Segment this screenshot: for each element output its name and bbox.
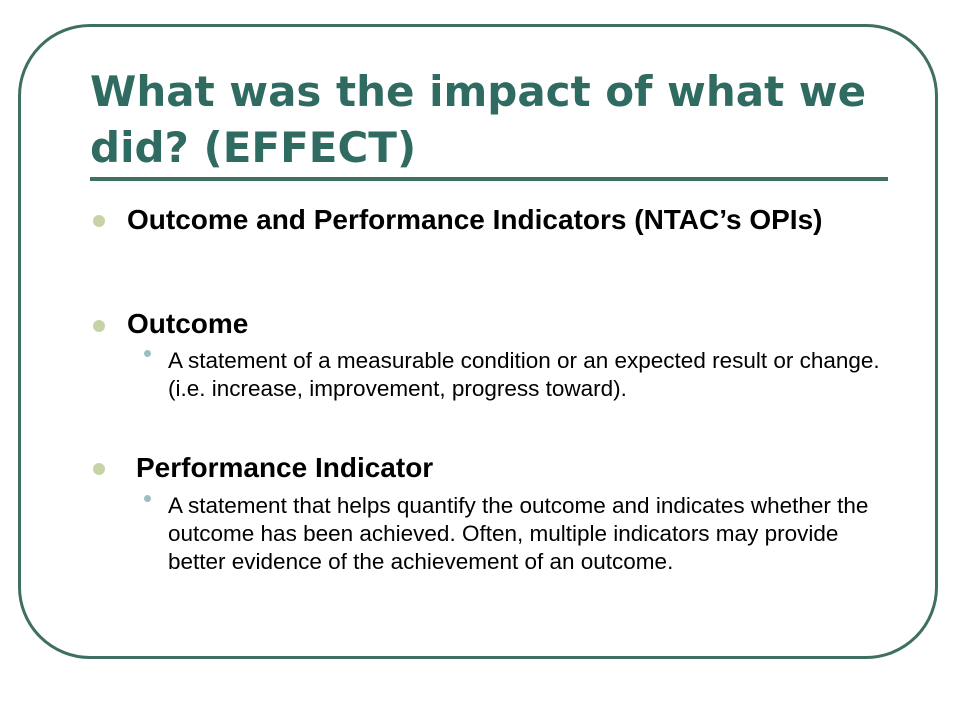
bullet-item-opis: Outcome and Performance Indicators (NTAC… (127, 204, 823, 235)
title-underline-rule (90, 177, 888, 181)
bullet-item-performance-indicator: Performance Indicator (136, 452, 434, 483)
sub-bullet-indicator-definition: A statement that helps quantify the outc… (168, 493, 869, 574)
bullet-icon (93, 463, 105, 475)
bullet-item-outcome: Outcome (127, 308, 249, 339)
slide-title: What was the impact of what we did? (EFF… (90, 67, 867, 172)
bullet-icon (93, 320, 105, 332)
slide-frame-border (18, 24, 938, 659)
bullet-icon (93, 215, 105, 227)
sub-bullet-outcome-definition: A statement of a measurable condition or… (168, 348, 880, 401)
sub-bullet-icon (144, 350, 151, 357)
sub-bullet-icon (144, 495, 151, 502)
